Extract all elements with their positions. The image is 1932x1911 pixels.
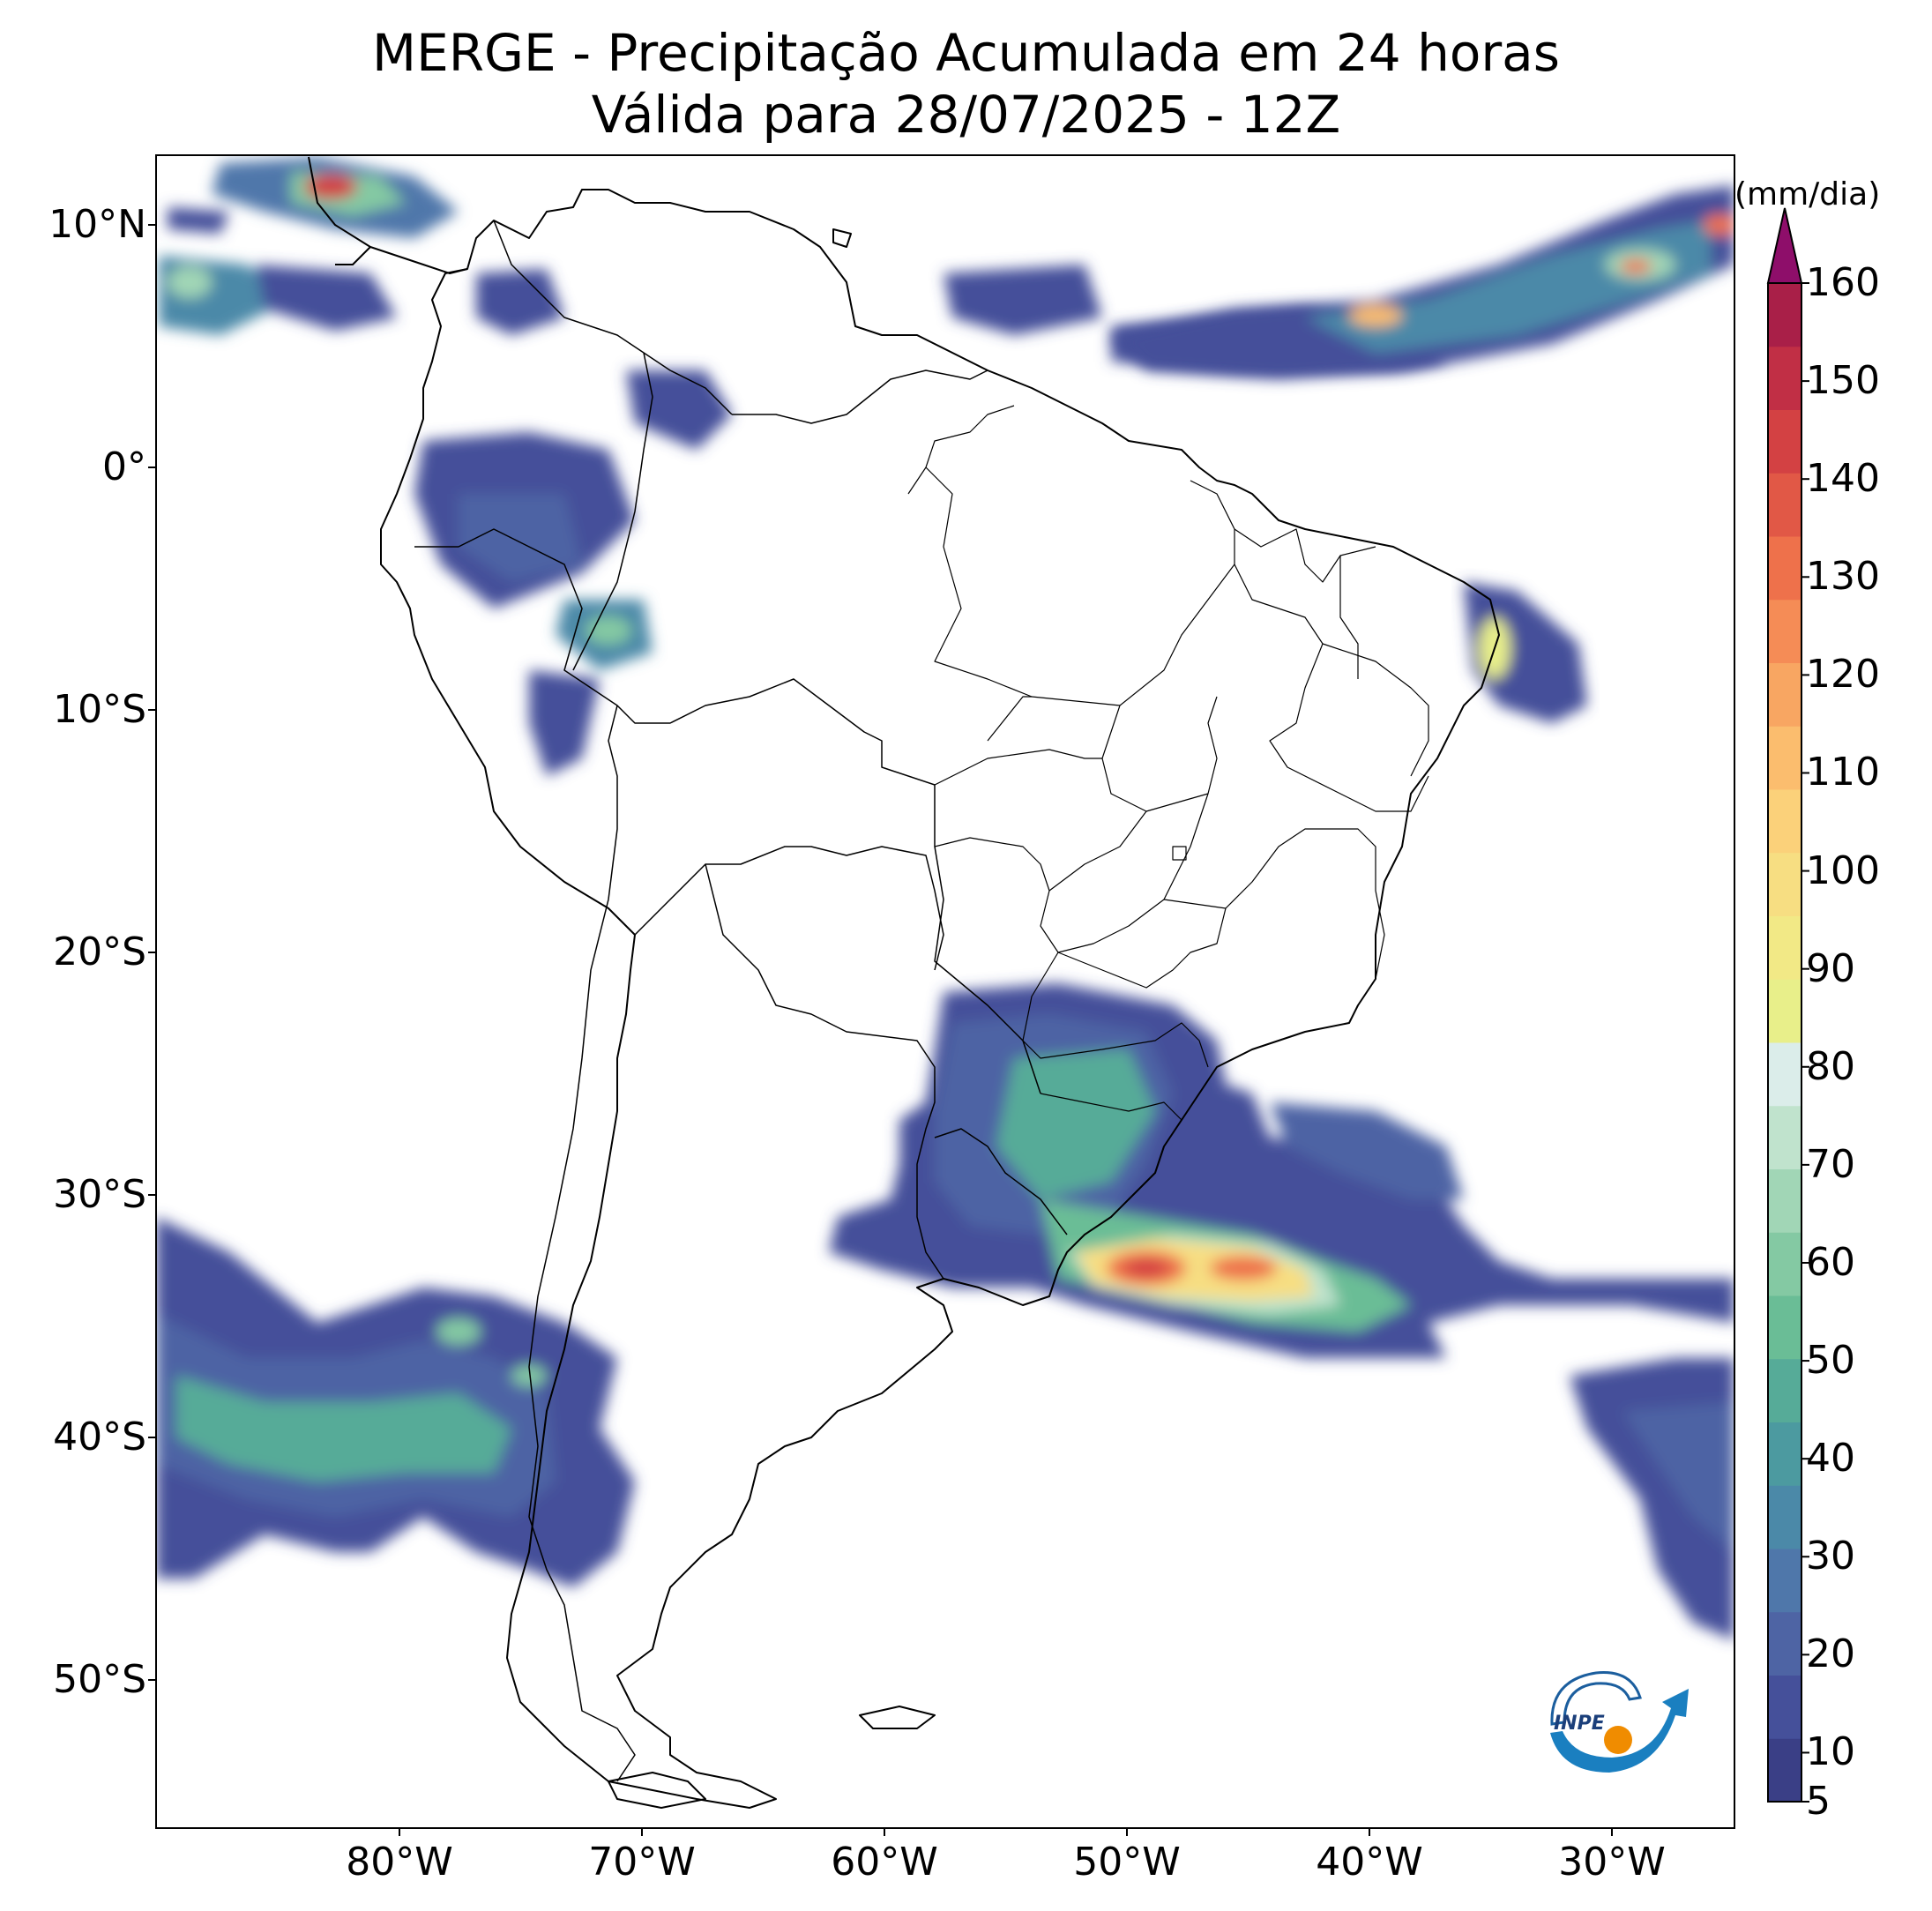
colorbar-tick-label: 5 bbox=[1806, 1779, 1831, 1824]
colorbar-segment bbox=[1768, 1485, 1801, 1549]
colorbar bbox=[1766, 207, 1809, 1803]
colorbar-segment bbox=[1768, 473, 1801, 537]
lon-label-30w: 30°W bbox=[1558, 1840, 1666, 1885]
colorbar-segment bbox=[1768, 1358, 1801, 1422]
lon-label-60w: 60°W bbox=[831, 1840, 938, 1885]
colorbar-tick-label: 40 bbox=[1806, 1436, 1855, 1482]
rain-caribbean bbox=[159, 157, 459, 335]
inpe-logo: INPE bbox=[1550, 1671, 1689, 1773]
colorbar-unit-label: (mm/dia) bbox=[1734, 176, 1881, 213]
colorbar-tick-label: 90 bbox=[1806, 945, 1855, 991]
colorbar-tick-label: 70 bbox=[1806, 1141, 1855, 1187]
colorbar-segment bbox=[1768, 409, 1801, 474]
axis-ticks bbox=[148, 224, 1613, 1836]
colorbar-segment bbox=[1768, 536, 1801, 601]
colorbar-segment bbox=[1768, 1232, 1801, 1296]
rain-atlantic-itcz bbox=[1111, 185, 1734, 379]
rain-northeast-coast bbox=[1464, 582, 1587, 723]
colorbar-tick-label: 150 bbox=[1806, 358, 1880, 404]
colorbar-segment bbox=[1768, 1675, 1801, 1739]
falkland-islands bbox=[859, 1706, 936, 1729]
lat-label-0: 0° bbox=[102, 444, 146, 489]
colorbar-segment bbox=[1768, 979, 1801, 1043]
lon-label-80w: 80°W bbox=[346, 1840, 453, 1885]
lat-label-20s: 20°S bbox=[53, 929, 146, 974]
coastlines bbox=[308, 156, 1500, 1809]
colorbar-segment bbox=[1768, 789, 1801, 854]
colorbar-segment bbox=[1768, 599, 1801, 663]
colorbar-segment bbox=[1768, 1422, 1801, 1486]
colorbar-segment bbox=[1768, 915, 1801, 980]
colorbar-tick-label: 60 bbox=[1806, 1239, 1855, 1285]
colorbar-tick-label: 80 bbox=[1806, 1043, 1855, 1089]
colorbar-segment bbox=[1768, 283, 1801, 347]
rain-south-pacific bbox=[156, 1217, 635, 1587]
colorbar-segment bbox=[1768, 662, 1801, 727]
colorbar-segment bbox=[1768, 346, 1801, 410]
map-title-line-1: MERGE - Precipitação Acumulada em 24 hor… bbox=[372, 23, 1560, 83]
lat-label-10n: 10°N bbox=[48, 202, 146, 247]
brazil-state-borders bbox=[907, 405, 1429, 1121]
precipitation-layer bbox=[156, 157, 1734, 1640]
rain-south-system bbox=[829, 983, 1734, 1358]
colorbar-tick-label: 10 bbox=[1806, 1729, 1855, 1775]
lon-label-70w: 70°W bbox=[588, 1840, 696, 1885]
lon-label-40w: 40°W bbox=[1316, 1840, 1423, 1885]
colorbar-segment bbox=[1768, 1738, 1801, 1803]
tierra-del-fuego bbox=[608, 1772, 706, 1809]
colorbar-tick-label: 140 bbox=[1806, 456, 1880, 502]
inpe-logo-text: INPE bbox=[1554, 1713, 1605, 1735]
lat-label-30s: 30°S bbox=[53, 1172, 146, 1217]
colorbar-tick-label: 50 bbox=[1806, 1338, 1855, 1384]
lat-label-40s: 40°S bbox=[53, 1415, 146, 1459]
colorbar-extend-arrow bbox=[1766, 207, 1803, 284]
colorbar-tick-label: 160 bbox=[1806, 260, 1880, 305]
colorbar-segment bbox=[1768, 1105, 1801, 1169]
colorbar-segment bbox=[1768, 1042, 1801, 1107]
trinidad bbox=[832, 228, 852, 248]
colorbar-tick-label: 130 bbox=[1806, 554, 1880, 600]
central-america-coastline bbox=[308, 156, 468, 274]
colorbar-segment bbox=[1768, 852, 1801, 916]
lat-label-10s: 10°S bbox=[53, 687, 146, 732]
colorbar-tick-label: 30 bbox=[1806, 1534, 1855, 1579]
colorbar-segment bbox=[1768, 726, 1801, 790]
country-borders bbox=[414, 220, 1068, 1782]
rain-southwest-atlantic bbox=[1570, 1358, 1734, 1640]
south-america-coastline bbox=[380, 189, 1500, 1809]
colorbar-frame bbox=[1767, 282, 1802, 1803]
colorbar-segment bbox=[1768, 1611, 1801, 1676]
map-frame bbox=[155, 154, 1735, 1829]
colorbar-segment bbox=[1768, 1295, 1801, 1360]
colorbar-tick-label: 120 bbox=[1806, 652, 1880, 698]
colorbar-segment bbox=[1768, 1168, 1801, 1233]
colorbar-tick-label: 110 bbox=[1806, 750, 1880, 795]
map-title-line-2: Válida para 28/07/2025 - 12Z bbox=[591, 85, 1341, 145]
colorbar-segment bbox=[1768, 1549, 1801, 1613]
lon-label-50w: 50°W bbox=[1073, 1840, 1181, 1885]
lat-label-50s: 50°S bbox=[53, 1657, 146, 1702]
colorbar-tick-label: 100 bbox=[1806, 847, 1880, 893]
colorbar-tick-label: 20 bbox=[1806, 1631, 1855, 1677]
